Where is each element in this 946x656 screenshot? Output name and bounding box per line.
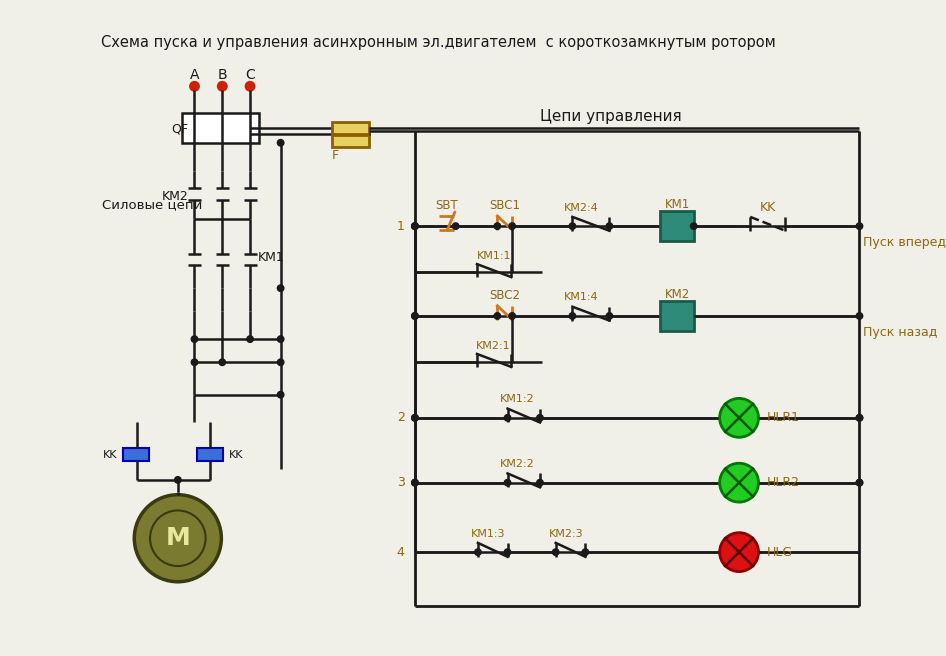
Text: SBC2: SBC2 xyxy=(489,289,520,302)
Circle shape xyxy=(569,223,575,230)
Text: KM2: KM2 xyxy=(162,190,189,203)
Bar xyxy=(660,301,693,331)
Text: C: C xyxy=(245,68,254,82)
Circle shape xyxy=(475,549,482,556)
Bar xyxy=(198,449,223,461)
Circle shape xyxy=(412,415,418,421)
Circle shape xyxy=(504,480,511,486)
Text: KK: KK xyxy=(229,450,243,460)
Bar xyxy=(182,113,259,143)
Text: KM2:2: KM2:2 xyxy=(499,459,534,469)
Text: QF: QF xyxy=(171,123,188,135)
Text: HLG: HLG xyxy=(767,546,793,559)
Text: KM1:1: KM1:1 xyxy=(477,251,511,260)
Text: Пуск вперед: Пуск вперед xyxy=(863,236,946,249)
Circle shape xyxy=(412,480,418,486)
Text: KM1: KM1 xyxy=(257,251,284,264)
Circle shape xyxy=(856,480,863,486)
Text: Цепи управления: Цепи управления xyxy=(540,110,682,125)
Circle shape xyxy=(606,223,613,230)
Bar xyxy=(123,449,149,461)
Bar xyxy=(331,135,369,148)
Text: KK: KK xyxy=(760,201,776,214)
Text: 2: 2 xyxy=(397,411,405,424)
Circle shape xyxy=(856,415,863,421)
Text: M: M xyxy=(166,526,190,550)
Circle shape xyxy=(509,223,516,230)
Circle shape xyxy=(536,480,543,486)
Bar xyxy=(660,211,693,241)
Text: HLR2: HLR2 xyxy=(767,476,800,489)
Text: KK: KK xyxy=(103,450,117,460)
Text: F: F xyxy=(331,149,339,162)
Circle shape xyxy=(720,398,759,438)
Circle shape xyxy=(582,549,588,556)
Circle shape xyxy=(277,140,284,146)
Circle shape xyxy=(691,223,697,230)
Bar xyxy=(331,123,369,134)
Circle shape xyxy=(856,415,863,421)
Circle shape xyxy=(504,549,511,556)
Text: KM1:3: KM1:3 xyxy=(471,529,505,539)
Circle shape xyxy=(569,313,575,319)
Circle shape xyxy=(412,223,418,230)
Text: KM2:1: KM2:1 xyxy=(477,340,511,350)
Circle shape xyxy=(494,223,500,230)
Circle shape xyxy=(452,223,459,230)
Text: Силовые цепи: Силовые цепи xyxy=(102,198,202,211)
Circle shape xyxy=(412,480,418,486)
Circle shape xyxy=(720,533,759,571)
Circle shape xyxy=(191,359,198,365)
Circle shape xyxy=(412,415,418,421)
Text: SBC1: SBC1 xyxy=(489,199,520,213)
Circle shape xyxy=(504,415,511,421)
Text: KM1:4: KM1:4 xyxy=(565,293,599,302)
Circle shape xyxy=(412,223,418,230)
Circle shape xyxy=(277,392,284,398)
Text: B: B xyxy=(218,68,227,82)
Text: 1: 1 xyxy=(397,220,405,233)
Circle shape xyxy=(412,223,418,230)
Circle shape xyxy=(191,336,198,342)
Circle shape xyxy=(175,477,181,483)
Text: Схема пуска и управления асинхронным эл.двигателем  с короткозамкнутым ротором: Схема пуска и управления асинхронным эл.… xyxy=(100,35,776,51)
Circle shape xyxy=(277,336,284,342)
Circle shape xyxy=(856,313,863,319)
Circle shape xyxy=(412,313,418,319)
Text: KM2: KM2 xyxy=(664,288,690,301)
Text: 3: 3 xyxy=(397,476,405,489)
Circle shape xyxy=(552,549,559,556)
Circle shape xyxy=(509,313,516,319)
Text: KM2:4: KM2:4 xyxy=(564,203,599,213)
Text: 4: 4 xyxy=(397,546,405,559)
Circle shape xyxy=(856,480,863,486)
Circle shape xyxy=(277,359,284,365)
Text: KM1:2: KM1:2 xyxy=(499,394,534,404)
Circle shape xyxy=(606,313,613,319)
Text: KM2:3: KM2:3 xyxy=(549,529,583,539)
Circle shape xyxy=(720,463,759,502)
Circle shape xyxy=(277,285,284,291)
Circle shape xyxy=(494,313,500,319)
Circle shape xyxy=(412,313,418,319)
Text: A: A xyxy=(190,68,200,82)
Circle shape xyxy=(536,415,543,421)
Circle shape xyxy=(219,359,225,365)
Circle shape xyxy=(190,82,199,91)
Circle shape xyxy=(219,82,226,91)
Circle shape xyxy=(247,336,254,342)
Circle shape xyxy=(134,495,221,582)
Text: SBT: SBT xyxy=(435,199,458,213)
Text: HLR1: HLR1 xyxy=(767,411,800,424)
Text: Пуск назад: Пуск назад xyxy=(863,326,937,339)
Text: KM1: KM1 xyxy=(664,198,690,211)
Circle shape xyxy=(856,223,863,230)
Circle shape xyxy=(246,82,254,91)
